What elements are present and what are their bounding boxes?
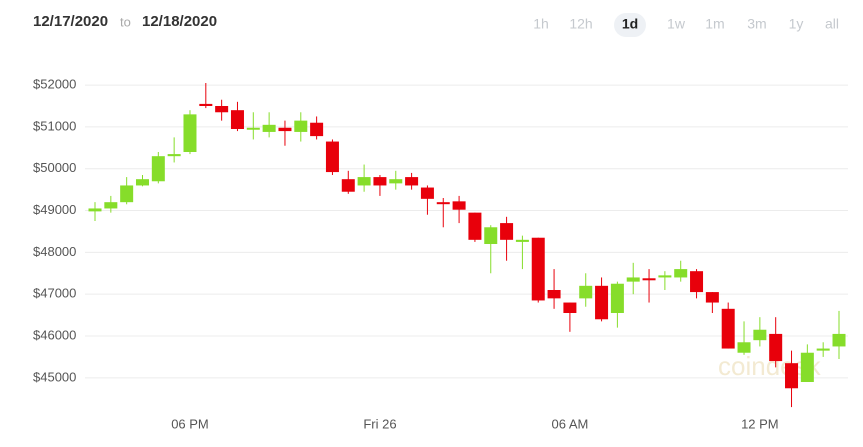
y-tick-label: $48000 [33, 244, 76, 259]
date-from: 12/17/2020 [33, 13, 108, 30]
candle-body [737, 342, 751, 353]
y-tick-label: $46000 [33, 327, 76, 342]
candle-body [341, 179, 355, 192]
candle-body [753, 329, 767, 341]
candle-body [452, 201, 466, 210]
x-tick-label: 12 PM [741, 416, 779, 431]
candle-body [626, 277, 640, 282]
candle-body [420, 187, 434, 199]
range-button[interactable]: 3m [747, 16, 766, 32]
candle-body [183, 114, 197, 152]
range-button[interactable]: 1h [533, 16, 549, 32]
candle-body [595, 285, 609, 320]
candle-body [294, 120, 308, 132]
candle-body [246, 127, 260, 130]
x-tick-label: 06 AM [551, 416, 588, 431]
candle-body [547, 290, 561, 299]
range-button[interactable]: 1d [622, 16, 638, 32]
candle-body [721, 308, 735, 349]
range-button[interactable]: 1y [789, 16, 804, 32]
candle-body [642, 278, 656, 281]
candle-body [104, 202, 118, 209]
y-tick-label: $47000 [33, 286, 76, 301]
candle-body [690, 271, 704, 293]
candle-body [658, 275, 672, 278]
range-button[interactable]: all [825, 16, 839, 32]
x-tick-label: 06 PM [171, 416, 209, 431]
candle-body [816, 348, 830, 351]
candle-body [135, 179, 149, 186]
candle-body [325, 141, 339, 173]
range-button[interactable]: 1w [667, 16, 686, 32]
candle-body [167, 154, 181, 157]
range-button-bg [614, 13, 646, 37]
x-tick-label: Fri 26 [363, 416, 396, 431]
candle-body [405, 177, 419, 186]
candle-body [310, 122, 324, 137]
date-separator: to [120, 14, 131, 29]
candle-body [674, 269, 688, 278]
candle-body [531, 237, 545, 301]
candle-body [120, 185, 134, 203]
candle-body [468, 212, 482, 240]
candle-body [215, 106, 229, 113]
candle-body [500, 223, 514, 240]
y-tick-label: $51000 [33, 118, 76, 133]
y-tick-label: $50000 [33, 160, 76, 175]
candle-body [515, 239, 529, 242]
candle-body [230, 110, 244, 129]
candle-body [785, 363, 799, 389]
candle-body [199, 103, 213, 106]
candle-body [579, 285, 593, 299]
range-button[interactable]: 12h [569, 16, 592, 32]
candle-body [262, 124, 276, 132]
candle-body [389, 179, 403, 184]
candle-body [800, 352, 814, 382]
candle-body [610, 283, 624, 313]
candle-body [769, 333, 783, 362]
y-tick-label: $49000 [33, 202, 76, 217]
candle-body [436, 202, 450, 205]
date-to: 12/18/2020 [142, 13, 217, 30]
candle-body [484, 227, 498, 244]
candle-body [705, 292, 719, 303]
candle-body [563, 302, 577, 313]
candle-body [151, 156, 165, 182]
candle-body [373, 177, 387, 186]
candle-body [88, 208, 102, 212]
y-tick-label: $45000 [33, 369, 76, 384]
range-button[interactable]: 1m [705, 16, 724, 32]
candle-body [357, 177, 371, 186]
candle-body [278, 127, 292, 132]
candle-body [832, 333, 846, 347]
y-tick-label: $52000 [33, 77, 76, 92]
